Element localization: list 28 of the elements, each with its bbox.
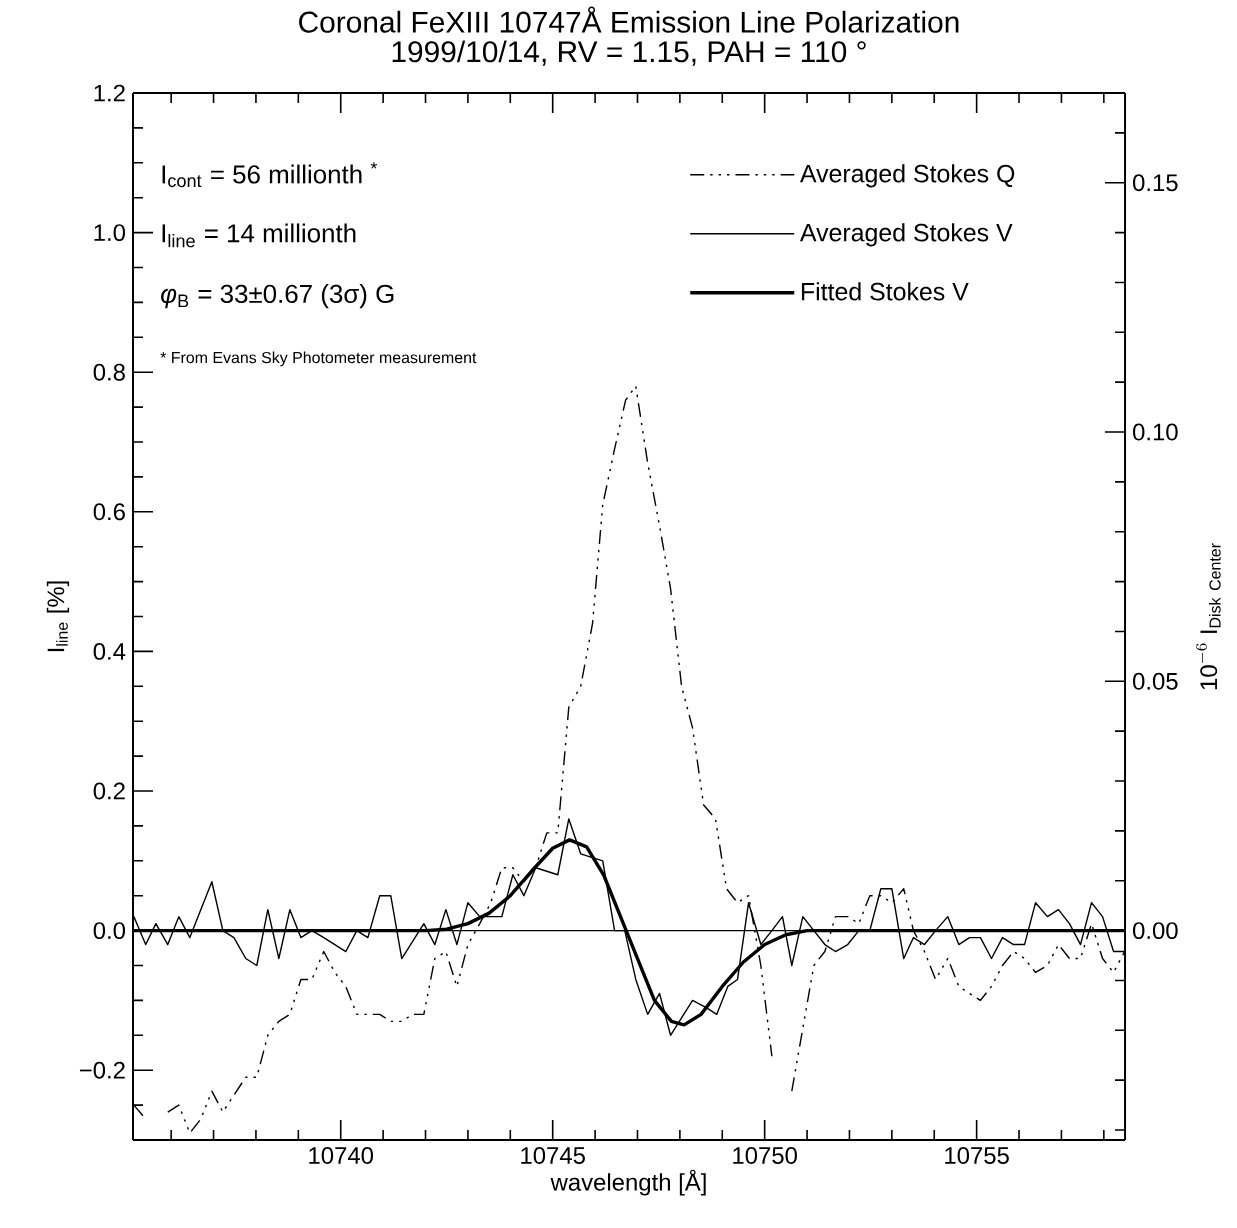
legend-label: Fitted Stokes V <box>801 282 969 301</box>
annotation: φ$_{B}$ = 33±0.67 (3σ) G <box>161 284 394 309</box>
y2-axis-title: $\mathrm{10}^{-6}\ \mathrm{I}_{\mathrm{Disk\ Center}}$ <box>1195 543 1221 690</box>
y-tick-label: 0.2 <box>93 782 125 800</box>
y-tick-label: 1.2 <box>94 84 125 102</box>
legend-label: Averaged Stokes V <box>799 223 1013 247</box>
y2-tick-label: 0.00 <box>1133 922 1178 940</box>
y-axis-title: I$_{line}$ [%] <box>46 581 70 652</box>
x-tick-label: 10745 <box>521 1147 585 1164</box>
annotation: I$_{line}$ = 14 millionth <box>162 223 356 248</box>
y-tick-label: 0.8 <box>93 363 125 381</box>
annotation: I$_{cont}$ = 56 millionth $^{*}$ <box>162 162 378 188</box>
chart-title: Coronal FeXIII 10747Å Emission Line Polarization <box>299 6 959 33</box>
legend-label: Averaged Stokes Q <box>799 164 1015 188</box>
y-tick-label: 0.6 <box>93 503 125 521</box>
y-tick-label: 1.0 <box>94 224 126 242</box>
chart-subtitle: 1999/10/14, RV = 1.15, PAH = 110 ° <box>392 40 866 66</box>
y2-tick-label: 0.10 <box>1133 423 1178 441</box>
x-tick-label: 10740 <box>309 1147 374 1164</box>
y-tick-label: −0.2 <box>79 1061 125 1079</box>
x-tick-label: 10750 <box>733 1147 797 1164</box>
x-tick-label: 10755 <box>945 1147 1009 1164</box>
annotation: * From Evans Sky Photometer measurement <box>160 351 477 367</box>
y2-tick-label: 0.05 <box>1133 672 1178 690</box>
x-axis-title: wavelength [Å] <box>550 1169 706 1196</box>
y-tick-label: 0.4 <box>93 642 126 660</box>
y-tick-label: 0.0 <box>93 922 126 940</box>
y2-tick-label: 0.15 <box>1133 174 1178 192</box>
